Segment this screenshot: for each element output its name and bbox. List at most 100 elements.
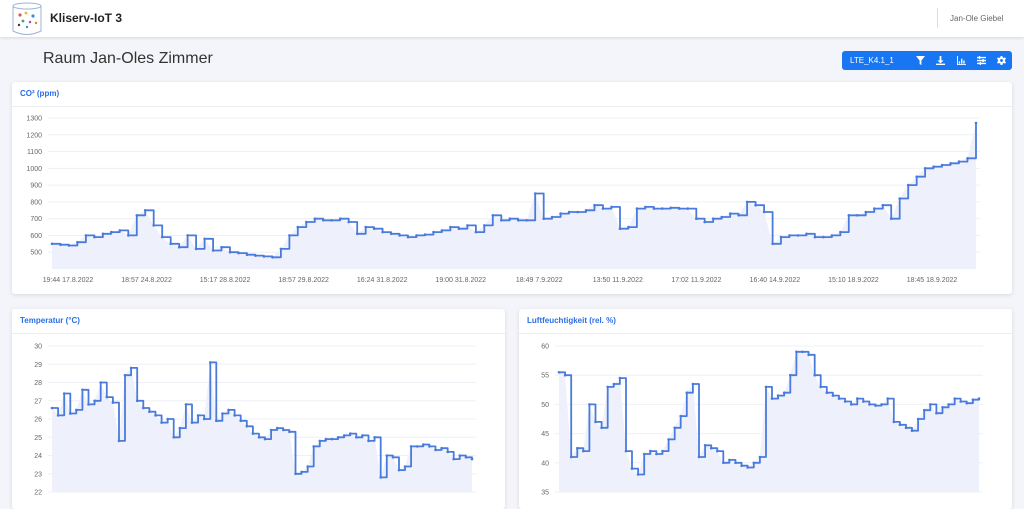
data-point[interactable] — [745, 200, 749, 204]
data-point[interactable] — [770, 397, 774, 400]
data-point[interactable] — [822, 235, 825, 239]
data-point[interactable] — [669, 206, 673, 210]
data-point[interactable] — [50, 242, 54, 246]
data-point[interactable] — [440, 446, 443, 450]
data-point[interactable] — [330, 219, 334, 222]
data-point[interactable] — [111, 401, 115, 404]
data-point[interactable] — [373, 436, 376, 439]
data-point[interactable] — [862, 400, 865, 403]
data-point[interactable] — [582, 449, 585, 453]
data-point[interactable] — [415, 234, 418, 237]
data-point[interactable] — [62, 392, 66, 395]
data-point[interactable] — [922, 408, 926, 412]
data-point[interactable] — [313, 217, 317, 220]
data-point[interactable] — [722, 461, 725, 465]
data-point[interactable] — [819, 385, 822, 389]
data-point[interactable] — [886, 397, 889, 400]
data-point[interactable] — [630, 467, 634, 470]
data-point[interactable] — [406, 235, 410, 239]
data-point[interactable] — [695, 217, 698, 220]
data-point[interactable] — [422, 443, 425, 446]
data-point[interactable] — [93, 399, 96, 403]
data-point[interactable] — [50, 406, 54, 410]
data-point[interactable] — [306, 465, 310, 468]
data-point[interactable] — [569, 455, 573, 459]
data-point[interactable] — [245, 425, 249, 428]
data-point[interactable] — [262, 255, 266, 258]
data-point[interactable] — [75, 408, 78, 412]
data-point[interactable] — [318, 439, 322, 443]
data-point[interactable] — [764, 385, 768, 389]
data-point[interactable] — [186, 234, 189, 237]
data-point[interactable] — [740, 464, 743, 467]
data-point[interactable] — [734, 461, 737, 465]
data-point[interactable] — [642, 452, 646, 456]
data-point[interactable] — [709, 446, 713, 450]
list-button[interactable] — [971, 51, 991, 70]
humidity-chart[interactable]: 60 55 50 45 40 35 — [519, 309, 1012, 509]
data-point[interactable] — [649, 449, 652, 453]
chart-type-button[interactable] — [951, 51, 971, 70]
data-point[interactable] — [752, 461, 756, 465]
data-point[interactable] — [209, 361, 212, 364]
data-point[interactable] — [839, 230, 842, 234]
app-logo[interactable] — [10, 1, 44, 36]
data-point[interactable] — [432, 230, 435, 234]
data-point[interactable] — [440, 229, 444, 232]
data-point[interactable] — [874, 404, 877, 407]
data-point[interactable] — [847, 214, 851, 217]
data-point[interactable] — [949, 162, 952, 165]
data-point[interactable] — [801, 350, 804, 354]
data-point[interactable] — [403, 465, 407, 468]
data-point[interactable] — [279, 247, 283, 251]
data-point[interactable] — [466, 224, 469, 227]
data-point[interactable] — [737, 214, 740, 217]
data-point[interactable] — [779, 235, 783, 239]
data-point[interactable] — [813, 373, 816, 377]
data-point[interactable] — [825, 391, 829, 394]
data-point[interactable] — [67, 244, 71, 247]
data-point[interactable] — [849, 403, 853, 406]
data-point[interactable] — [361, 434, 364, 437]
data-point[interactable] — [263, 437, 267, 441]
data-point[interactable] — [81, 388, 84, 392]
data-point[interactable] — [190, 421, 194, 424]
data-point[interactable] — [364, 225, 368, 229]
data-point[interactable] — [782, 391, 786, 394]
data-point[interactable] — [59, 243, 62, 246]
data-point[interactable] — [105, 395, 109, 399]
data-point[interactable] — [813, 235, 817, 239]
data-point[interactable] — [76, 240, 79, 244]
data-point[interactable] — [941, 406, 944, 409]
data-point[interactable] — [935, 411, 938, 415]
data-point[interactable] — [856, 397, 859, 400]
data-point[interactable] — [110, 230, 113, 234]
data-point[interactable] — [415, 445, 419, 448]
data-point[interactable] — [898, 423, 902, 427]
data-point[interactable] — [288, 234, 291, 237]
data-point[interactable] — [457, 227, 461, 230]
data-point[interactable] — [202, 417, 206, 421]
data-point[interactable] — [550, 215, 554, 219]
data-point[interactable] — [349, 432, 352, 435]
data-point[interactable] — [491, 214, 495, 217]
data-point[interactable] — [940, 163, 944, 167]
data-point[interactable] — [971, 398, 975, 401]
data-point[interactable] — [227, 408, 230, 412]
filter-button[interactable] — [910, 51, 930, 70]
data-point[interactable] — [428, 445, 431, 448]
data-point[interactable] — [600, 426, 603, 430]
data-point[interactable] — [789, 373, 792, 377]
data-point[interactable] — [237, 251, 240, 255]
data-point[interactable] — [196, 414, 200, 417]
data-point[interactable] — [381, 230, 384, 234]
data-point[interactable] — [474, 230, 478, 234]
data-point[interactable] — [452, 457, 456, 461]
data-point[interactable] — [953, 397, 956, 400]
data-point[interactable] — [129, 366, 133, 370]
data-point[interactable] — [636, 473, 640, 476]
data-point[interactable] — [856, 214, 859, 217]
device-select-button[interactable]: LTE_K4.1_1 — [850, 56, 894, 65]
data-point[interactable] — [906, 183, 910, 187]
data-point[interactable] — [916, 417, 920, 421]
